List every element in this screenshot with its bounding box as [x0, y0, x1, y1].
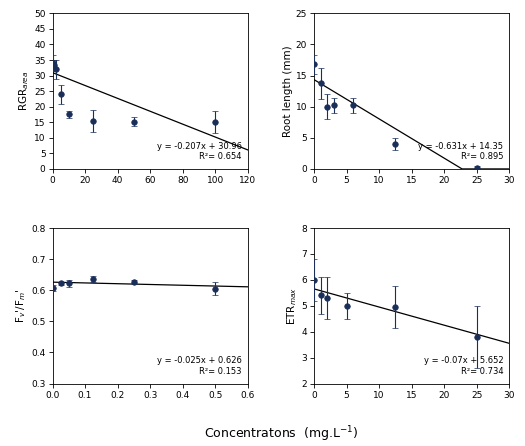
- Text: Concentratons  (mg.L$^{-1}$): Concentratons (mg.L$^{-1}$): [204, 424, 358, 444]
- Y-axis label: F$_{v}$'/F$_{m}$': F$_{v}$'/F$_{m}$': [15, 289, 28, 323]
- Text: y = -0.207x + 30.96
R²= 0.654: y = -0.207x + 30.96 R²= 0.654: [157, 142, 242, 161]
- Y-axis label: Root length (mm): Root length (mm): [283, 45, 293, 137]
- Y-axis label: ETR$_{max}$: ETR$_{max}$: [285, 287, 299, 325]
- Text: y = -0.631x + 14.35
R²= 0.895: y = -0.631x + 14.35 R²= 0.895: [418, 142, 503, 161]
- Y-axis label: RGR$_{area}$: RGR$_{area}$: [17, 71, 31, 112]
- Text: y = -0.07x + 5.652
R²= 0.734: y = -0.07x + 5.652 R²= 0.734: [424, 356, 503, 376]
- Text: y = -0.025x + 0.626
R²= 0.153: y = -0.025x + 0.626 R²= 0.153: [157, 356, 242, 376]
